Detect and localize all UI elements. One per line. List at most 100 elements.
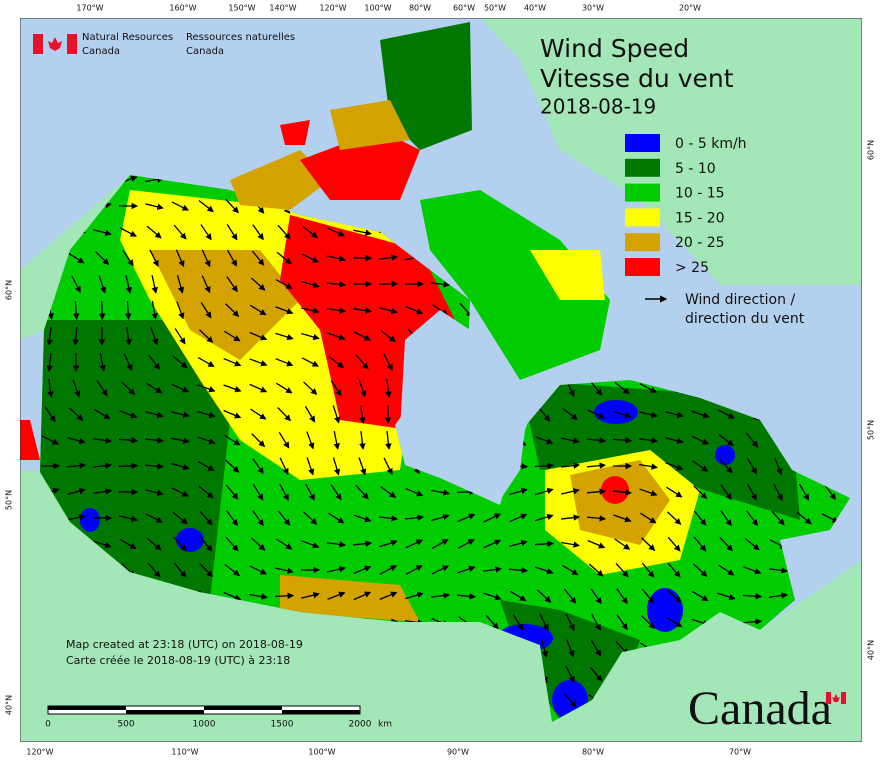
- wind-arrow: [326, 281, 347, 288]
- wind-arrow: [586, 488, 607, 495]
- wind-arrow: [613, 514, 632, 523]
- wind-arrow: [457, 539, 475, 549]
- wind-arrow: [405, 565, 423, 575]
- wind-arrow: [199, 563, 214, 578]
- wind-arrow: [327, 332, 346, 341]
- wind-arrow: [561, 437, 580, 444]
- wind-arrow: [353, 591, 372, 601]
- wind-arrow: [587, 539, 606, 549]
- wind-arrow: [405, 591, 424, 600]
- left-lat-label: 40°N: [5, 695, 14, 715]
- wind-arrow: [145, 513, 163, 523]
- wind-arrow: [197, 461, 215, 471]
- greenland: [480, 18, 862, 285]
- wind-arrow: [456, 593, 477, 600]
- wind-arrow: [304, 405, 316, 423]
- wind-arrow: [641, 588, 655, 604]
- wordmark: Canada: [688, 682, 832, 735]
- wind-arrow: [720, 484, 732, 501]
- wind-arrow: [173, 224, 187, 240]
- wind-arrow: [251, 433, 266, 448]
- legend-label: 10 - 15: [675, 186, 725, 202]
- wind-arrow: [200, 302, 212, 319]
- wind-arrow: [719, 458, 733, 474]
- wind-arrow: [200, 224, 212, 241]
- legend-swatch: [625, 183, 660, 202]
- baffin-island: [420, 190, 610, 380]
- wind-zone: [601, 476, 629, 504]
- wind-arrow: [306, 457, 315, 476]
- wind-arrow: [665, 437, 684, 445]
- wind-arrow: [614, 381, 630, 395]
- wind-arrow: [226, 276, 238, 293]
- wind-arrow: [225, 199, 239, 214]
- wind-arrow: [95, 251, 110, 266]
- wind-arrow: [562, 407, 578, 421]
- wind-arrow: [249, 304, 267, 316]
- wind-arrow: [589, 380, 603, 396]
- wind-arrow: [718, 434, 735, 447]
- right-lat-label: 60°N: [867, 140, 876, 160]
- hudson-bay: [400, 310, 540, 500]
- wind-arrow: [534, 462, 555, 470]
- legend-arrow-label: direction du vent: [685, 311, 805, 327]
- legend-label: 5 - 10: [675, 161, 716, 177]
- wind-arrow: [746, 510, 758, 527]
- wind-arrow: [717, 592, 736, 601]
- wind-arrow: [509, 590, 527, 602]
- wind-arrow: [144, 437, 165, 444]
- wind-arrow: [226, 510, 239, 527]
- wind-arrow: [379, 307, 398, 315]
- wind-zone: [647, 588, 683, 632]
- wind-arrow: [197, 436, 216, 445]
- wind-arrow: [225, 484, 239, 500]
- wind-arrow: [149, 249, 159, 268]
- top-lon-label: 50°W: [484, 4, 506, 13]
- legend-label: 0 - 5 km/h: [675, 136, 747, 152]
- wind-arrow: [380, 486, 397, 498]
- wind-arrow: [641, 537, 656, 552]
- wind-arrow: [665, 616, 683, 628]
- graticule-labels: 170°W 160°W 150°W 140°W 120°W 100°W 80°W…: [5, 4, 876, 757]
- wind-arrow: [144, 463, 165, 470]
- wind-arrow: [171, 462, 190, 471]
- wind-arrow: [612, 489, 633, 496]
- wind-arrow: [99, 353, 106, 372]
- wind-arrow: [667, 536, 681, 552]
- wind-arrow: [224, 330, 241, 342]
- wind-arrow: [67, 487, 86, 495]
- wind-arrow: [145, 411, 164, 419]
- wind-arrow: [383, 457, 393, 476]
- wind-arrow: [774, 457, 783, 476]
- wind-arrow: [171, 201, 190, 211]
- wind-arrow: [588, 563, 604, 577]
- wind-arrow: [536, 589, 552, 603]
- wind-arrow: [276, 538, 293, 550]
- wind-arrow: [431, 513, 450, 522]
- wind-arrow: [278, 431, 290, 449]
- wind-arrow: [639, 463, 658, 470]
- wind-arrow: [561, 488, 580, 495]
- map-body: [20, 18, 862, 742]
- wind-arrow: [358, 379, 367, 398]
- wind-arrow: [226, 249, 238, 267]
- wind-arrow: [359, 404, 366, 425]
- wind-arrow: [560, 462, 581, 469]
- title-en: Wind Speed: [540, 34, 689, 63]
- wind-arrow: [146, 225, 162, 239]
- wind-arrow: [430, 592, 451, 599]
- alaska: [20, 175, 130, 340]
- wind-arrow: [171, 437, 190, 444]
- wind-arrow: [146, 382, 163, 394]
- wind-arrow: [301, 591, 320, 599]
- wind-arrow: [691, 435, 710, 445]
- wind-arrow: [197, 384, 216, 393]
- wind-arrow: [665, 411, 684, 419]
- legend: Wind direction / direction du vent 0 - 5…: [625, 134, 805, 327]
- wind-arrow: [118, 462, 139, 470]
- wind-arrow: [379, 591, 398, 601]
- top-lon-label: 60°W: [453, 4, 475, 13]
- wind-arrow: [72, 326, 79, 347]
- title-fr: Vitesse du vent: [540, 64, 734, 93]
- wind-arrow: [586, 462, 607, 469]
